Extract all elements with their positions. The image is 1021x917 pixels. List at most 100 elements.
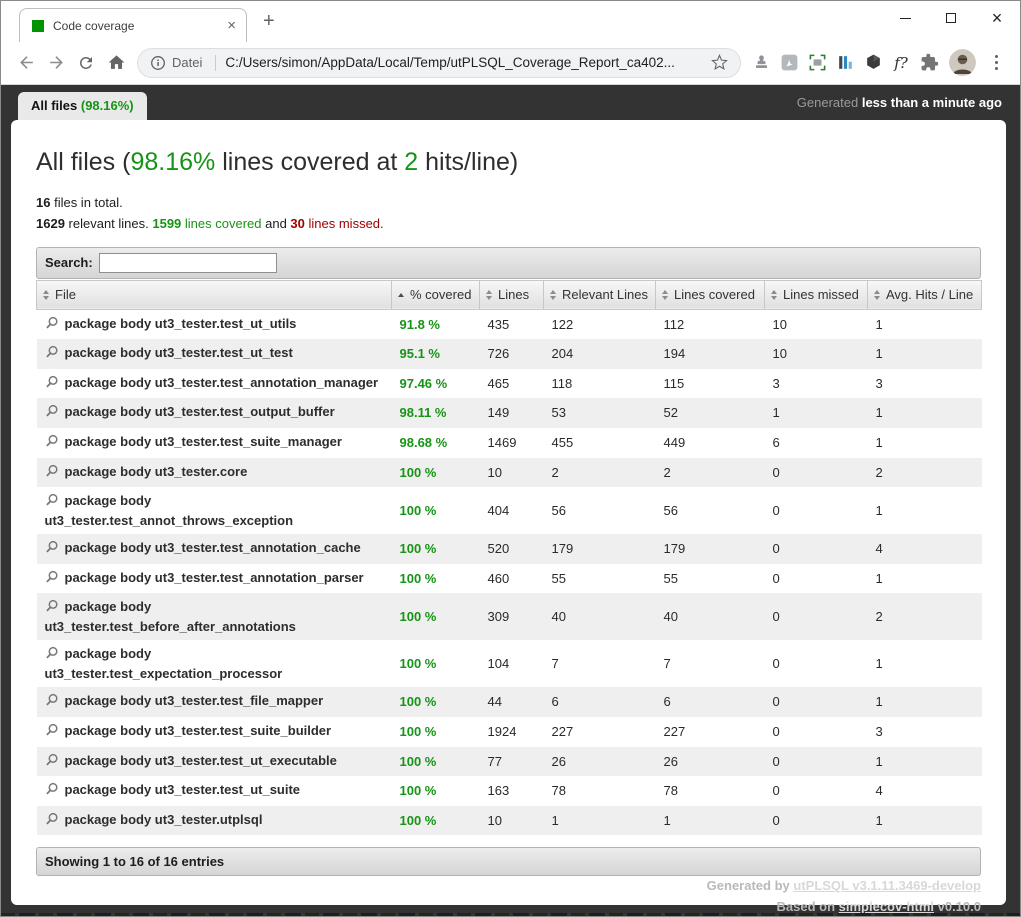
browser-tab[interactable]: Code coverage × [19,8,247,42]
avg-hits-cell: 4 [868,534,982,564]
cube-extension-icon[interactable] [859,49,887,77]
percent-covered-cell: 91.8 % [392,309,480,339]
avg-hits-cell: 1 [868,398,982,428]
forward-button[interactable] [41,48,71,78]
column-header-file[interactable]: File [37,280,392,309]
sort-both-icon [43,290,49,300]
lines-summary: 1629 relevant lines. 1599 lines covered … [36,216,981,233]
lines-missed-cell: 10 [765,309,868,339]
file-cell[interactable]: package body ut3_tester.test_suite_manag… [37,428,392,458]
file-name: package body ut3_tester.test_expectation… [45,646,283,681]
all-files-tab[interactable]: All files (98.16%) [18,92,147,120]
file-cell[interactable]: package body ut3_tester.test_annotation_… [37,369,392,399]
lines-missed-cell: 0 [765,487,868,534]
screenshot-extension-icon[interactable] [803,49,831,77]
lines-missed-cell: 0 [765,564,868,594]
file-name: package body ut3_tester.test_suite_manag… [65,434,342,449]
home-button[interactable] [101,48,131,78]
avg-hits-cell: 3 [868,717,982,747]
lines-missed-cell: 3 [765,369,868,399]
file-cell[interactable]: package body ut3_tester.test_suite_build… [37,717,392,747]
column-header--covered[interactable]: % covered [392,280,480,309]
column-label: File [55,287,76,302]
file-cell[interactable]: package body ut3_tester.test_ut_test [37,339,392,369]
avg-hits-cell: 4 [868,776,982,806]
relevant-lines-cell: 6 [544,687,656,717]
file-cell[interactable]: package body ut3_tester.core [37,458,392,488]
percent-covered-cell: 100 % [392,640,480,687]
file-cell[interactable]: package body ut3_tester.test_ut_executab… [37,747,392,777]
report-tab-strip: All files (98.16%) Generated less than a… [1,85,1020,120]
column-header-lines[interactable]: Lines [480,280,544,309]
close-button[interactable]: × [974,1,1020,35]
column-header-relevant-lines[interactable]: Relevant Lines [544,280,656,309]
file-cell[interactable]: package body ut3_tester.test_annot_throw… [37,487,392,534]
lines-cell: 149 [480,398,544,428]
minimize-button[interactable] [882,1,928,35]
table-row: package body ut3_tester.test_expectation… [37,640,982,687]
file-name: package body ut3_tester.test_ut_test [65,345,293,360]
back-button[interactable] [11,48,41,78]
lines-missed-cell: 1 [765,398,868,428]
profile-avatar[interactable] [949,49,976,76]
magnifier-icon [45,375,59,394]
forward-icon [47,53,66,72]
lines-cell: 726 [480,339,544,369]
browser-menu-button[interactable] [982,49,1010,77]
stats-extension-icon[interactable] [831,49,859,77]
column-header-lines-covered[interactable]: Lines covered [656,280,765,309]
url-text[interactable]: C:/Users/simon/AppData/Local/Temp/utPLSQ… [225,55,711,70]
relevant-lines-cell: 53 [544,398,656,428]
search-input[interactable] [99,253,277,273]
maximize-button[interactable] [928,1,974,35]
coverage-table: File % coveredLinesRelevant Lines Lines co… [36,280,982,835]
font-finder-extension-icon[interactable]: f? [887,49,915,77]
extensions-puzzle-icon[interactable] [915,49,943,77]
magnifier-icon [45,599,59,618]
magnifier-icon [45,570,59,589]
bookmark-star-icon[interactable] [711,54,728,71]
file-cell[interactable]: package body ut3_tester.test_file_mapper [37,687,392,717]
magnifier-icon [45,540,59,559]
avg-hits-cell: 1 [868,640,982,687]
page-info-icon[interactable] [150,55,166,71]
file-cell[interactable]: package body ut3_tester.test_before_afte… [37,593,392,640]
lines-cell: 10 [480,458,544,488]
generated-by-line: Generated by utPLSQL v3.1.11.3469-develo… [36,876,981,897]
column-header-avg-hits-line[interactable]: Avg. Hits / Line [868,280,982,309]
lines-covered-cell: 52 [656,398,765,428]
column-label: Lines missed [783,287,859,302]
file-cell[interactable]: package body ut3_tester.test_ut_suite [37,776,392,806]
column-header-lines-missed[interactable]: Lines missed [765,280,868,309]
magnifier-icon [45,316,59,335]
file-cell[interactable]: package body ut3_tester.test_expectation… [37,640,392,687]
reload-button[interactable] [71,48,101,78]
relevant-lines-cell: 118 [544,369,656,399]
stamp-extension-icon[interactable] [747,49,775,77]
file-cell[interactable]: package body ut3_tester.test_annotation_… [37,564,392,594]
avg-hits-cell: 3 [868,369,982,399]
file-cell[interactable]: package body ut3_tester.test_annotation_… [37,534,392,564]
tab-title: Code coverage [53,19,223,33]
new-tab-button[interactable]: + [263,11,275,31]
column-label: Lines covered [674,287,755,302]
lines-missed-cell: 0 [765,806,868,836]
tab-close-icon[interactable]: × [223,17,240,34]
pdf-extension-icon[interactable] [775,49,803,77]
file-cell[interactable]: package body ut3_tester.test_ut_utils [37,309,392,339]
magnifier-icon [45,464,59,483]
file-cell[interactable]: package body ut3_tester.test_output_buff… [37,398,392,428]
file-name: package body ut3_tester.core [65,464,248,479]
simplecov-link[interactable]: simplecov-html [839,899,934,914]
address-bar[interactable]: Datei C:/Users/simon/AppData/Local/Temp/… [137,48,741,78]
file-cell[interactable]: package body ut3_tester.utplsql [37,806,392,836]
avg-hits-cell: 1 [868,687,982,717]
avg-hits-cell: 1 [868,564,982,594]
relevant-lines-cell: 204 [544,339,656,369]
table-row: package body ut3_tester.test_annotation_… [37,534,982,564]
relevant-lines-cell: 55 [544,564,656,594]
relevant-lines-cell: 40 [544,593,656,640]
file-name: package body ut3_tester.test_output_buff… [65,404,335,419]
lines-covered-cell: 56 [656,487,765,534]
generator-link[interactable]: utPLSQL v3.1.11.3469-develop [793,878,981,893]
